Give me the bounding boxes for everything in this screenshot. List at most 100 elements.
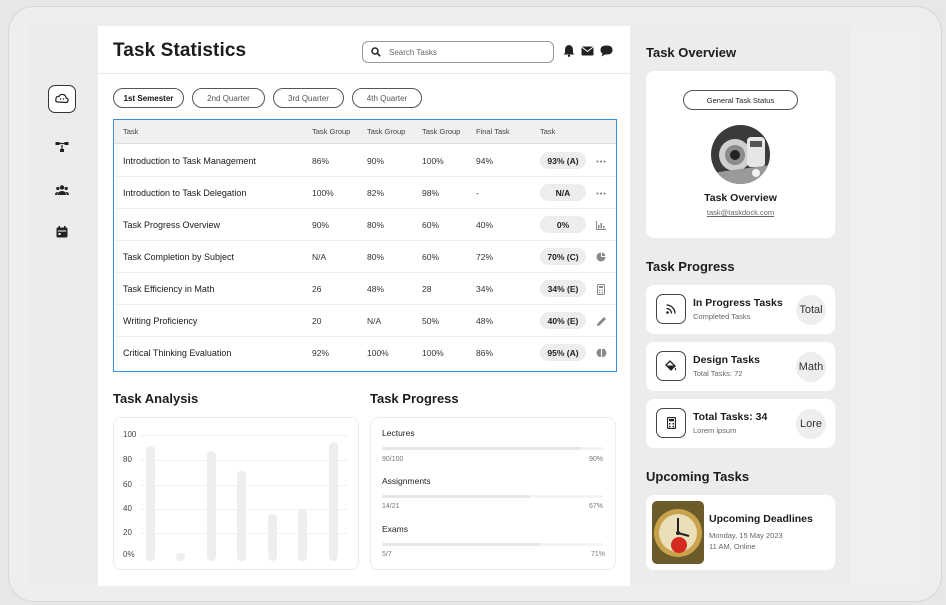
paint-bucket-icon <box>665 360 677 371</box>
sidebar-item-users[interactable] <box>48 176 76 204</box>
upcoming-time: 11 AM, Online <box>709 542 756 551</box>
row-action[interactable] <box>595 283 607 295</box>
table-row[interactable]: Introduction to Task Delegation 100% 82%… <box>114 177 616 209</box>
overview-title: Task Overview <box>646 45 737 60</box>
group-2-value: 90% <box>367 156 385 166</box>
y-tick-label: 80 <box>123 455 132 464</box>
task-progress-title: Task Progress <box>646 259 735 274</box>
final-value: 86% <box>476 348 494 358</box>
group-3-value: 100% <box>422 348 444 358</box>
grade-badge: 70% (C) <box>540 248 586 265</box>
task-progress-card[interactable]: In Progress Tasks Completed Tasks Total <box>646 285 835 334</box>
table-header: Task Task Group Task Group Task Group Fi… <box>114 120 616 144</box>
tab-2nd-quarter[interactable]: 2nd Quarter <box>192 88 265 108</box>
progress-count: 90/100 <box>382 456 404 463</box>
row-action[interactable] <box>595 251 607 263</box>
pie-icon <box>596 252 606 262</box>
table-row[interactable]: Writing Proficiency 20 N/A 50% 48% 40% (… <box>114 305 616 337</box>
sidebar-item-dashboard[interactable] <box>48 85 76 113</box>
row-action[interactable] <box>595 155 607 167</box>
group-3-value: 50% <box>422 316 440 326</box>
progress-fill <box>382 447 581 450</box>
network-icon <box>55 142 69 152</box>
group-2-value: 100% <box>367 348 389 358</box>
progress-percent: 90% <box>589 456 604 463</box>
column-header-task: Task <box>123 127 139 136</box>
y-tick-label: 100 <box>123 430 137 439</box>
group-1-value: 100% <box>312 188 334 198</box>
upcoming-title: Upcoming Tasks <box>646 469 750 484</box>
y-tick-label: 20 <box>123 528 132 537</box>
y-tick-label: 40 <box>123 504 132 513</box>
table-row[interactable]: Task Completion by Subject N/A 80% 60% 7… <box>114 241 616 273</box>
tab-4th-quarter[interactable]: 4th Quarter <box>352 88 422 108</box>
cloud-face-icon <box>55 93 69 104</box>
progress-count: 14/21 <box>382 503 400 510</box>
pencil-icon <box>596 316 606 326</box>
general-task-status-button[interactable]: General Task Status <box>683 90 798 110</box>
calculator-icon <box>597 283 605 295</box>
table-row[interactable]: Task Efficiency in Math 26 48% 28 34% 34… <box>114 273 616 305</box>
task-progress-card[interactable]: Total Tasks: 34 Lorem ipsum Lore <box>646 399 835 448</box>
grade-badge: 40% (E) <box>540 312 586 329</box>
table-row[interactable]: Critical Thinking Evaluation 92% 100% 10… <box>114 337 616 369</box>
table-row[interactable]: Introduction to Task Management 86% 90% … <box>114 145 616 177</box>
more-icon <box>596 192 606 194</box>
row-action[interactable] <box>595 315 607 327</box>
sidebar <box>28 26 98 586</box>
group-2-value: 80% <box>367 220 385 230</box>
column-header-group-3: Task Group <box>422 127 461 136</box>
row-action[interactable] <box>595 187 607 199</box>
search-input[interactable] <box>389 47 539 57</box>
group-3-value: 60% <box>422 220 440 230</box>
group-3-value: 100% <box>422 156 444 166</box>
column-header-grade: Task <box>540 127 556 136</box>
header-actions <box>563 44 613 57</box>
search-box[interactable] <box>362 41 554 63</box>
card-badge: Lore <box>796 409 826 439</box>
grade-badge: 95% (A) <box>540 344 586 361</box>
row-action[interactable] <box>595 347 607 359</box>
final-value: 40% <box>476 220 494 230</box>
sidebar-item-calendar[interactable] <box>48 218 76 246</box>
card-icon-box <box>656 408 686 438</box>
progress-bar-exams <box>382 543 603 546</box>
overview-email-link[interactable]: task@taskdock.com <box>706 208 775 217</box>
final-value: 72% <box>476 252 494 262</box>
progress-label-exams: Exams <box>382 524 408 534</box>
table-row[interactable]: Task Progress Overview 90% 80% 60% 40% 0… <box>114 209 616 241</box>
bell-icon[interactable] <box>563 44 575 57</box>
scroll-gutter <box>850 26 924 586</box>
group-3-value: 60% <box>422 252 440 262</box>
avatar <box>711 125 770 184</box>
group-1-value: 86% <box>312 156 330 166</box>
tab-3rd-quarter[interactable]: 3rd Quarter <box>273 88 344 108</box>
page-title: Task Statistics <box>113 40 247 61</box>
search-icon <box>371 47 381 57</box>
row-action[interactable] <box>595 219 607 231</box>
progress-percent: 67% <box>589 503 604 510</box>
chart-bar <box>329 442 338 561</box>
task-name: Task Completion by Subject <box>123 252 235 262</box>
task-table: Task Task Group Task Group Task Group Fi… <box>113 119 617 372</box>
clock-icon <box>652 501 704 564</box>
column-header-final: Final Task <box>476 127 510 136</box>
task-name: Task Efficiency in Math <box>123 284 215 294</box>
progress-bar-lectures <box>382 447 603 450</box>
group-1-value: 92% <box>312 348 330 358</box>
more-icon <box>596 160 606 162</box>
users-icon <box>55 185 69 195</box>
group-2-value: N/A <box>367 316 382 326</box>
card-icon-box <box>656 294 686 324</box>
y-tick-label: 0% <box>123 550 135 559</box>
chat-icon[interactable] <box>600 45 613 57</box>
upcoming-date: Monday, 15 May 2023 <box>709 531 783 540</box>
progress-fill <box>382 543 539 546</box>
tab-1st-semester[interactable]: 1st Semester <box>113 88 184 108</box>
mail-icon[interactable] <box>581 46 594 56</box>
sidebar-item-network[interactable] <box>48 133 76 161</box>
group-1-value: 90% <box>312 220 330 230</box>
overview-name: Task Overview <box>704 192 777 204</box>
upcoming-card[interactable]: Upcoming Deadlines Monday, 15 May 2023 1… <box>646 495 835 570</box>
task-progress-card[interactable]: Design Tasks Total Tasks: 72 Math <box>646 342 835 391</box>
